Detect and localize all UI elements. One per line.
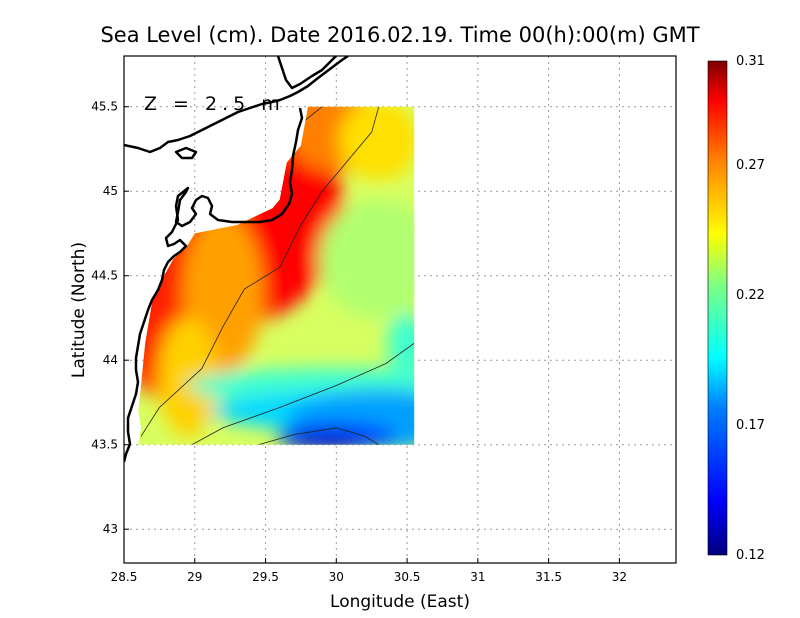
y-tick-label: 43: [103, 522, 118, 536]
x-tick-label: 31.5: [535, 570, 562, 584]
y-tick-label: 45.5: [91, 100, 118, 114]
contour-line: [191, 342, 415, 445]
y-axis: 43 43.5 44 44.5 45 45.5: [91, 100, 129, 536]
x-axis: 28.5 29 29.5 30 30.5 31 31.5 32: [111, 558, 627, 584]
coastline-main: [124, 56, 349, 154]
coastline-west: [124, 107, 304, 463]
colorbar-tick-label: 0.12: [736, 548, 765, 563]
colorbar-tick-label: 0.22: [736, 288, 765, 303]
contour-line: [258, 427, 380, 445]
coastline-north-lagoon: [276, 56, 337, 90]
x-tick-label: 32: [612, 570, 627, 584]
field-patch: [282, 433, 363, 445]
x-tick-label: 30: [329, 570, 344, 584]
field-patch: [338, 106, 415, 181]
colorbar-tick-label: 0.27: [736, 158, 765, 173]
x-tick-label: 31: [470, 570, 485, 584]
depth-annotation: Z = 2.5 m: [144, 93, 285, 115]
y-tick-label: 44: [103, 353, 118, 367]
contour-line: [140, 106, 380, 437]
field-patch: [318, 198, 415, 319]
x-tick-label: 29.5: [252, 570, 279, 584]
y-axis-label: Latitude (North): [69, 242, 89, 378]
x-tick-label: 29: [187, 570, 202, 584]
colorbar-tick-label: 0.31: [736, 54, 765, 69]
x-axis-label: Longitude (East): [330, 592, 470, 612]
colorbar: [707, 60, 728, 556]
y-tick-label: 45: [103, 184, 118, 198]
coastline-island: [174, 146, 198, 160]
field-patch: [157, 317, 218, 438]
field-patch: [387, 313, 415, 374]
colorbar-ticks: 0.12 0.17 0.22 0.27 0.31: [736, 54, 765, 563]
x-tick-label: 30.5: [394, 570, 421, 584]
coastline: [124, 56, 349, 463]
plot-frame: [123, 55, 677, 564]
colorbar-tick-label: 0.17: [736, 418, 765, 433]
chart-title: Sea Level (cm). Date 2016.02.19. Time 00…: [100, 23, 699, 47]
y-tick-label: 43.5: [91, 438, 118, 452]
y-tick-label: 44.5: [91, 269, 118, 283]
x-tick-label: 28.5: [111, 570, 138, 584]
